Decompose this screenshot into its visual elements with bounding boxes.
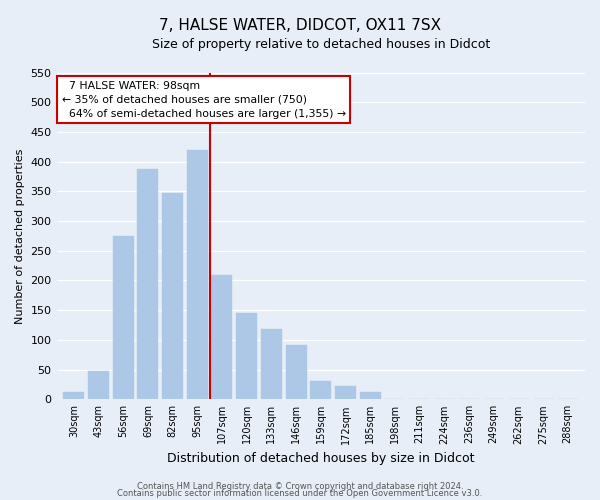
Text: Contains HM Land Registry data © Crown copyright and database right 2024.: Contains HM Land Registry data © Crown c… [137, 482, 463, 491]
Bar [88, 371, 109, 400]
Text: 7, HALSE WATER, DIDCOT, OX11 7SX: 7, HALSE WATER, DIDCOT, OX11 7SX [159, 18, 441, 32]
Bar [137, 169, 158, 400]
X-axis label: Distribution of detached houses by size in Didcot: Distribution of detached houses by size … [167, 452, 475, 465]
Text: Contains public sector information licensed under the Open Government Licence v3: Contains public sector information licen… [118, 489, 482, 498]
Bar [310, 381, 331, 400]
Bar [113, 236, 134, 400]
Bar [211, 274, 232, 400]
Bar [162, 192, 183, 400]
Bar [286, 344, 307, 400]
Bar [187, 150, 208, 400]
Title: Size of property relative to detached houses in Didcot: Size of property relative to detached ho… [152, 38, 490, 51]
Bar [236, 313, 257, 400]
Bar [359, 392, 380, 400]
Y-axis label: Number of detached properties: Number of detached properties [15, 148, 25, 324]
Bar [335, 386, 356, 400]
Text: 7 HALSE WATER: 98sqm
← 35% of detached houses are smaller (750)
  64% of semi-de: 7 HALSE WATER: 98sqm ← 35% of detached h… [62, 80, 346, 118]
Bar [261, 329, 282, 400]
Bar [64, 392, 85, 400]
